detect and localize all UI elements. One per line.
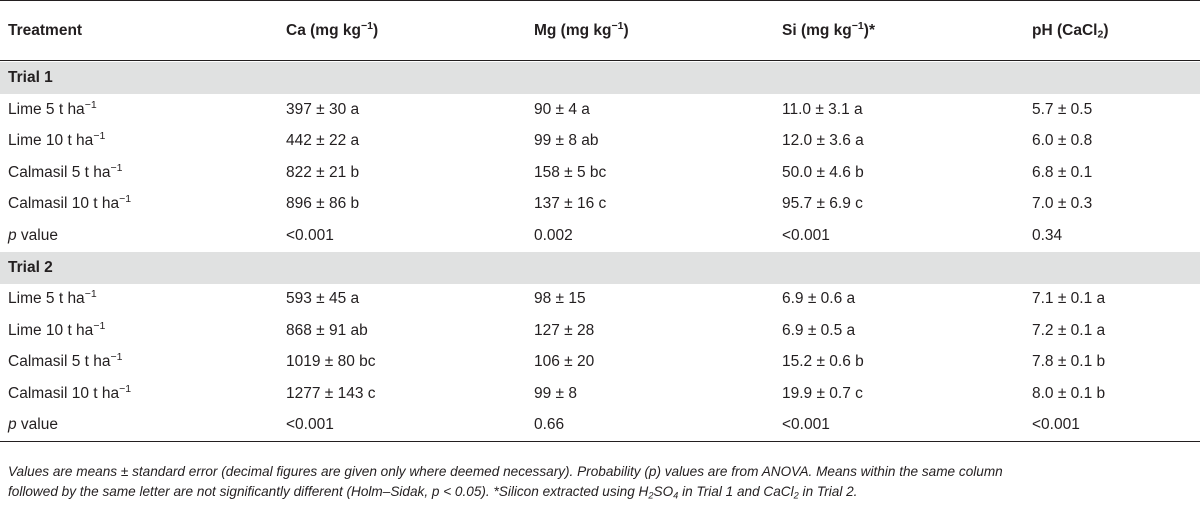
- cell-mg: 90 ± 4 a: [534, 100, 590, 118]
- cell-si: 6.9 ± 0.5 a: [782, 321, 856, 339]
- cell-si: 95.7 ± 6.9 c: [782, 195, 863, 213]
- cell-si: 12.0 ± 3.6 a: [782, 132, 864, 150]
- cell-mg: 158 ± 5 bc: [534, 163, 607, 181]
- cell-ca: 1277 ± 143 c: [286, 384, 376, 402]
- cell-treatment: Calmasil 10 t ha−1: [8, 382, 132, 402]
- table-row: Lime 5 t ha−1 593 ± 45 a 98 ± 15 6.9 ± 0…: [0, 284, 1200, 316]
- cell-ph: 7.0 ± 0.3: [1032, 195, 1093, 213]
- cell-ca: <0.001: [286, 226, 334, 244]
- header-ph: pH (CaCl2): [1024, 0, 1200, 61]
- header-treatment: Treatment: [0, 0, 278, 61]
- cell-mg: 98 ± 15: [534, 290, 586, 308]
- cell-ca: 896 ± 86 b: [286, 195, 360, 213]
- cell-ph: <0.001: [1024, 409, 1200, 442]
- table-footnote: Values are means ± standard error (decim…: [8, 462, 1194, 502]
- cell-ph: 7.2 ± 0.1 a: [1032, 321, 1106, 339]
- cell-ph: 7.1 ± 0.1 a: [1032, 290, 1106, 308]
- header-mg: Mg (mg kg−1): [526, 0, 774, 61]
- p-value-row: p value <0.001 0.66 <0.001 <0.001: [0, 409, 1200, 442]
- p-value-row: p value <0.001 0.002 <0.001 0.34: [0, 220, 1200, 252]
- cell-treatment: Calmasil 10 t ha−1: [8, 193, 132, 213]
- cell-treatment: Lime 10 t ha−1: [8, 319, 106, 339]
- cell-ca: 397 ± 30 a: [286, 100, 360, 118]
- cell-mg: 137 ± 16 c: [534, 195, 607, 213]
- results-table: Treatment Ca (mg kg−1) Mg (mg kg−1) Si (…: [0, 0, 1200, 442]
- cell-si: 6.9 ± 0.6 a: [782, 290, 856, 308]
- cell-si: 15.2 ± 0.6 b: [782, 353, 864, 371]
- cell-mg: 99 ± 8 ab: [534, 132, 599, 150]
- section-trial-2: Trial 2: [0, 251, 1200, 284]
- table-row: Lime 10 t ha−1 868 ± 91 ab 127 ± 28 6.9 …: [0, 315, 1200, 347]
- footnote-line-1: Values are means ± standard error (decim…: [8, 464, 1003, 479]
- cell-ca: <0.001: [278, 409, 526, 442]
- cell-p-label: p value: [0, 409, 278, 442]
- cell-ph: 6.8 ± 0.1: [1032, 163, 1093, 181]
- table-row: Calmasil 10 t ha−1 896 ± 86 b 137 ± 16 c…: [0, 189, 1200, 221]
- footnote-line-2: followed by the same letter are not sign…: [8, 484, 858, 501]
- cell-ph: 7.8 ± 0.1 b: [1032, 353, 1106, 371]
- cell-si: 50.0 ± 4.6 b: [782, 163, 864, 181]
- cell-p-label: p value: [8, 226, 58, 244]
- header-row: Treatment Ca (mg kg−1) Mg (mg kg−1) Si (…: [0, 0, 1200, 61]
- table-row: Lime 10 t ha−1 442 ± 22 a 99 ± 8 ab 12.0…: [0, 126, 1200, 158]
- cell-treatment: Lime 5 t ha−1: [8, 288, 97, 308]
- cell-ca: 442 ± 22 a: [286, 132, 360, 150]
- section-title: Trial 2: [0, 251, 1200, 284]
- section-title: Trial 1: [0, 62, 1200, 94]
- cell-si: 11.0 ± 3.1 a: [782, 100, 863, 118]
- cell-mg: 106 ± 20: [534, 353, 595, 371]
- table-row: Lime 5 t ha−1 397 ± 30 a 90 ± 4 a 11.0 ±…: [0, 94, 1200, 126]
- cell-ca: 868 ± 91 ab: [286, 321, 368, 339]
- cell-mg: 0.66: [526, 409, 774, 442]
- cell-si: <0.001: [774, 409, 1024, 442]
- cell-treatment: Lime 10 t ha−1: [8, 130, 106, 150]
- cell-treatment: Calmasil 5 t ha−1: [8, 351, 123, 371]
- cell-mg: 99 ± 8: [534, 384, 577, 402]
- cell-si: 19.9 ± 0.7 c: [782, 384, 863, 402]
- cell-mg: 127 ± 28: [534, 321, 595, 339]
- cell-ph: 6.0 ± 0.8: [1032, 132, 1093, 150]
- table-row: Calmasil 5 t ha−1 1019 ± 80 bc 106 ± 20 …: [0, 347, 1200, 379]
- cell-ph: 5.7 ± 0.5: [1032, 100, 1093, 118]
- cell-treatment: Lime 5 t ha−1: [8, 98, 97, 118]
- cell-ca: 1019 ± 80 bc: [286, 353, 376, 371]
- cell-ph: 8.0 ± 0.1 b: [1032, 384, 1106, 402]
- cell-treatment: Calmasil 5 t ha−1: [8, 161, 123, 181]
- section-trial-1: Trial 1: [0, 62, 1200, 94]
- cell-si: <0.001: [782, 226, 830, 244]
- cell-mg: 0.002: [534, 226, 573, 244]
- header-si: Si (mg kg−1)*: [774, 0, 1024, 61]
- cell-ca: 822 ± 21 b: [286, 163, 360, 181]
- header-ca: Ca (mg kg−1): [278, 0, 526, 61]
- table-row: Calmasil 10 t ha−1 1277 ± 143 c 99 ± 8 1…: [0, 378, 1200, 410]
- cell-ca: 593 ± 45 a: [286, 290, 360, 308]
- cell-ph: 0.34: [1032, 226, 1063, 244]
- table-row: Calmasil 5 t ha−1 822 ± 21 b 158 ± 5 bc …: [0, 157, 1200, 189]
